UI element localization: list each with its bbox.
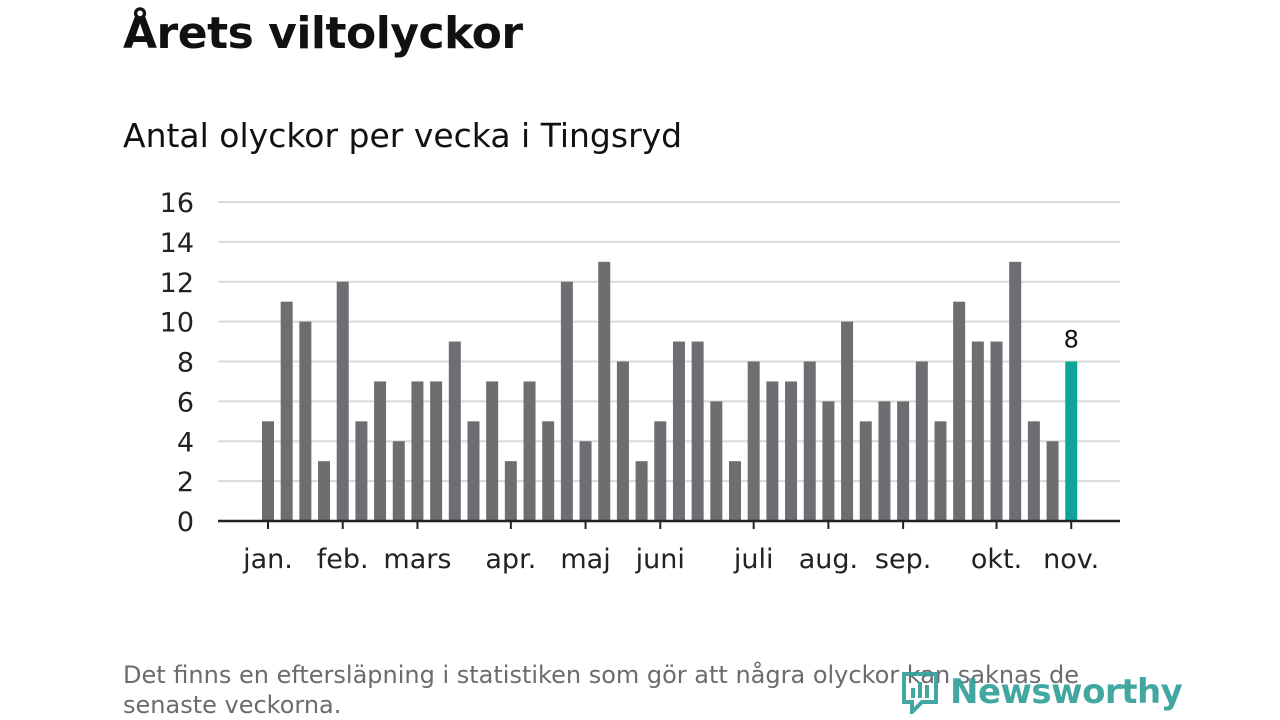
bar [990,341,1003,521]
brand-logo: Newsworthy [900,668,1183,716]
bar [859,421,872,521]
bar [878,401,891,521]
bar [1027,421,1040,521]
bar [318,461,331,521]
y-tick-label: 16 [160,188,194,219]
x-tick-label: mars [383,544,451,575]
bar [915,361,928,521]
bar [934,421,947,521]
bar [897,401,910,521]
y-tick-label: 10 [160,308,194,339]
bar [448,341,461,521]
bar [803,361,816,521]
y-tick-label: 0 [177,507,194,538]
x-tick-label: okt. [971,544,1022,575]
bar [1009,261,1022,521]
bar [374,381,387,521]
x-tick-label: juli [733,544,774,575]
x-tick-label: juni [635,544,685,575]
bar [280,301,293,521]
x-tick-label: apr. [485,544,536,575]
chart-title: Årets viltolyckor [123,8,523,59]
bar [560,281,573,521]
bar [579,441,592,521]
bar [504,461,517,521]
bar [654,421,667,521]
x-tick-label: maj [560,544,610,575]
bar [635,461,648,521]
bar [299,321,312,521]
bar [411,381,424,521]
bar [467,421,480,521]
y-tick-label: 6 [177,387,194,418]
bar [691,341,704,521]
chart-subtitle: Antal olyckor per vecka i Tingsryd [123,116,683,155]
y-tick-label: 14 [160,228,194,259]
bar [430,381,443,521]
bar-chart: 0 2 4 6 8 10 12 14 16 8 jan. feb. mars apr. maj juni jul… [160,188,1120,575]
bar [710,401,723,521]
y-tick-label: 8 [177,348,194,379]
bar [336,281,349,521]
x-tick-label: aug. [799,544,858,575]
bar [747,361,760,521]
bar [766,381,779,521]
highlight-bar [1065,361,1078,521]
bar [953,301,966,521]
bar [486,381,499,521]
bar [262,421,274,521]
bar [1046,441,1059,521]
bar [598,261,611,521]
y-tick-label: 2 [177,467,194,498]
newsworthy-logo-icon [902,672,938,714]
y-tick-label: 4 [177,427,194,458]
brand-name: Newsworthy [950,672,1183,712]
x-tick-label: sep. [875,544,931,575]
y-tick-label: 12 [160,268,194,299]
data-label: 8 [1064,326,1079,354]
bar [392,441,405,521]
x-tick-label: nov. [1043,544,1099,575]
bar [729,461,741,521]
bar [785,381,798,521]
bar [542,421,555,521]
x-tick-label: jan. [242,544,293,575]
bar [841,321,854,521]
bar [822,401,835,521]
bar [355,421,368,521]
bar [672,341,685,521]
bar [616,361,629,521]
bar [523,381,536,521]
bar [971,341,984,521]
x-tick-label: feb. [317,544,369,575]
